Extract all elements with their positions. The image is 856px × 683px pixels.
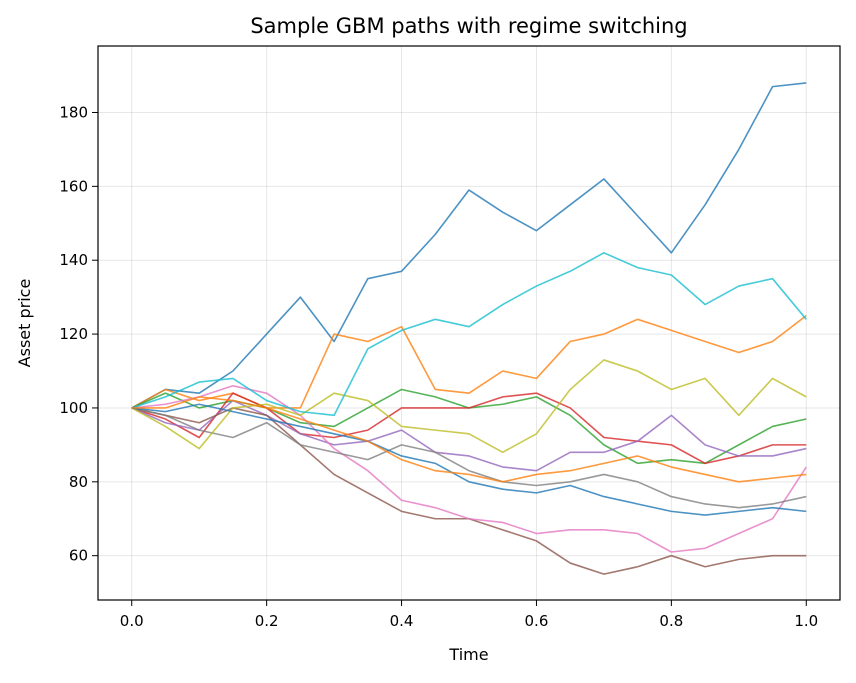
y-axis: 60 80 100 120 140 160 180 [59,103,98,565]
y-tick-label: 140 [59,251,88,269]
series-line-6 [131,407,807,575]
x-tick-label: 0.8 [659,612,683,630]
y-tick-label: 160 [59,177,88,195]
series-line-10 [131,252,807,417]
series-line-1 [131,82,807,409]
x-tick-label: 0.6 [525,612,549,630]
y-tick-label: 180 [59,103,88,121]
series-line-4 [131,392,807,465]
x-tick-label: 0.0 [120,612,144,630]
x-tick-label: 0.2 [255,612,279,630]
y-axis-label: Asset price [15,279,34,368]
series-layer [131,82,807,575]
y-tick-label: 120 [59,325,88,343]
series-line-11 [131,403,807,516]
series-line-8 [131,407,807,509]
y-tick-label: 80 [69,473,88,491]
x-axis-label: Time [448,645,488,664]
x-tick-label: 0.4 [390,612,414,630]
grid [98,46,840,600]
series-line-5 [131,399,807,472]
x-tick-label: 1.0 [794,612,818,630]
y-tick-label: 100 [59,399,88,417]
series-line-9 [131,359,807,454]
series-line-12 [131,396,807,483]
series-line-7 [131,384,807,553]
plot-frame [97,45,841,601]
y-tick-label: 60 [69,547,88,565]
x-axis: 0.0 0.2 0.4 0.6 0.8 1.0 [120,600,818,630]
chart-title: Sample GBM paths with regime switching [250,14,687,38]
